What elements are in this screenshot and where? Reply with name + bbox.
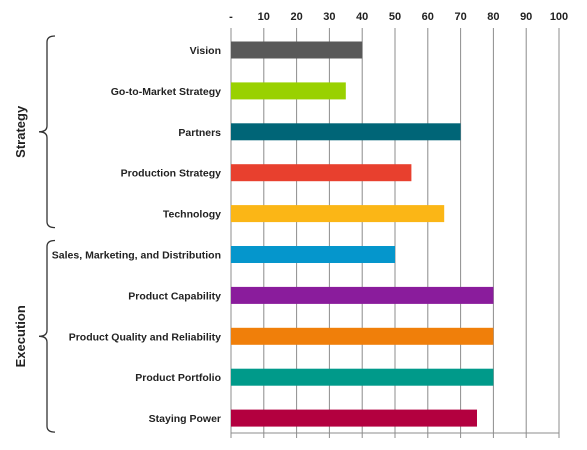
bars — [231, 41, 494, 427]
bar — [231, 82, 346, 100]
group-label: Strategy — [13, 105, 28, 158]
bar — [231, 41, 363, 59]
bar — [231, 409, 477, 427]
category-label: Vision — [190, 45, 221, 57]
x-tick-label: 40 — [356, 11, 368, 23]
category-label: Go-to-Market Strategy — [111, 86, 221, 98]
bar — [231, 205, 445, 223]
x-tick-label: 30 — [323, 11, 335, 23]
x-tick-label: 90 — [520, 11, 532, 23]
x-tick-label: 80 — [487, 11, 499, 23]
bar — [231, 327, 494, 345]
bar — [231, 123, 461, 141]
x-tick-label: 70 — [454, 11, 466, 23]
bar — [231, 246, 395, 263]
bar — [231, 286, 494, 304]
category-label: Staying Power — [149, 413, 221, 425]
group-label: Execution — [13, 305, 28, 367]
bar — [231, 368, 494, 386]
x-tick-label: 60 — [422, 11, 434, 23]
category-label: Product Portfolio — [135, 372, 221, 384]
x-tick-label: 10 — [258, 11, 270, 23]
category-label: Production Strategy — [121, 168, 222, 180]
group-bracket — [38, 239, 56, 433]
x-tick-label: 50 — [389, 11, 401, 23]
group-brackets: Strategy Execution — [13, 35, 56, 433]
category-label: Partners — [178, 127, 221, 139]
x-tick-label: - — [229, 11, 233, 23]
x-tick-label: 20 — [290, 11, 302, 23]
category-labels: Vision Go-to-Market Strategy Partners Produ… — [52, 45, 221, 425]
group-bracket — [38, 35, 56, 229]
x-tick-label: 100 — [550, 11, 568, 23]
x-axis-ticks: - 10 20 30 40 50 60 70 80 90 100 — [229, 11, 568, 23]
category-label: Sales, Marketing, and Distribution — [52, 250, 221, 262]
category-label: Product Quality and Reliability — [69, 331, 221, 343]
category-label: Product Capability — [128, 290, 221, 302]
bar — [231, 164, 412, 182]
category-label: Technology — [163, 209, 221, 221]
